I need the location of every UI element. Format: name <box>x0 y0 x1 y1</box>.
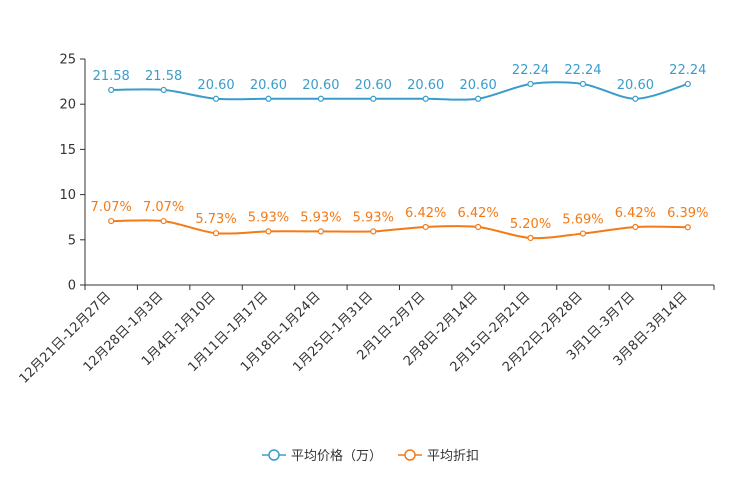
data-label: 5.20% <box>510 217 551 232</box>
data-point[interactable] <box>160 86 167 94</box>
legend-item-1[interactable]: 平均价格（万） <box>262 448 382 464</box>
data-point[interactable] <box>527 234 534 242</box>
data-label: 21.58 <box>145 69 182 84</box>
y-axis-ticks: 0 5 10 15 20 25 <box>59 53 85 294</box>
data-label: 20.60 <box>355 78 392 93</box>
data-label: 20.60 <box>617 78 654 93</box>
data-label: 20.60 <box>197 78 234 93</box>
series-layer: 21.58 21.58 20.60 20.60 20.60 20.60 20.60 20.60… <box>91 63 708 242</box>
legend-label: 平均折扣 <box>427 449 479 464</box>
legend[interactable]: 平均价格（万） 平均折扣 <box>262 448 479 464</box>
data-label: 20.60 <box>460 78 497 93</box>
data-point[interactable] <box>265 228 272 235</box>
data-point[interactable] <box>684 224 691 231</box>
data-label: 20.60 <box>407 78 444 93</box>
y-tick-label: 25 <box>59 53 76 68</box>
data-label: 5.69% <box>562 213 603 228</box>
data-point[interactable] <box>475 223 482 231</box>
data-point[interactable] <box>108 86 115 94</box>
data-point[interactable] <box>684 80 691 88</box>
data-point[interactable] <box>475 95 482 102</box>
data-label: 20.60 <box>302 78 339 93</box>
data-label: 5.93% <box>248 210 289 225</box>
data-point[interactable] <box>212 95 220 102</box>
data-label: 5.73% <box>195 212 236 227</box>
series-line <box>111 219 688 240</box>
legend-item-2[interactable]: 平均折扣 <box>398 449 479 464</box>
data-point[interactable] <box>422 223 429 231</box>
x-tick-label: 12月21日-12月27日 <box>17 289 114 386</box>
data-point[interactable] <box>632 223 639 231</box>
legend-marker-icon <box>268 449 280 461</box>
y-tick-label: 10 <box>59 188 76 203</box>
data-point[interactable] <box>527 80 534 88</box>
data-point[interactable] <box>212 230 220 237</box>
data-label: 5.93% <box>353 210 394 225</box>
data-point[interactable] <box>370 95 377 102</box>
data-label: 6.42% <box>457 206 498 221</box>
data-point[interactable] <box>317 228 324 235</box>
data-label: 22.24 <box>669 63 706 78</box>
y-tick-label: 5 <box>68 233 76 248</box>
data-point[interactable] <box>370 228 377 235</box>
legend-marker-icon <box>404 449 416 461</box>
data-label: 5.93% <box>300 210 341 225</box>
data-label: 21.58 <box>93 69 130 84</box>
data-point[interactable] <box>160 217 167 225</box>
y-tick-label: 0 <box>68 279 76 294</box>
series-line <box>111 81 689 101</box>
data-point[interactable] <box>317 95 324 102</box>
data-label: 20.60 <box>250 78 287 93</box>
data-point[interactable] <box>422 95 429 102</box>
data-point[interactable] <box>632 95 639 102</box>
series-1: 21.58 21.58 20.60 20.60 20.60 20.60 20.60 20.60… <box>93 63 706 102</box>
data-label: 6.39% <box>667 206 708 221</box>
data-label: 7.07% <box>91 200 132 215</box>
y-tick-label: 15 <box>59 143 76 158</box>
data-point[interactable] <box>265 95 272 102</box>
data-point[interactable] <box>579 230 587 237</box>
legend-label: 平均价格（万） <box>291 448 382 464</box>
data-label: 22.24 <box>564 63 601 78</box>
series-2: 7.07% 7.07% 5.73% 5.93% 5.93% 5.93% 6.42% 6.42%… <box>91 200 708 242</box>
data-label: 6.42% <box>405 206 446 221</box>
data-label: 7.07% <box>143 200 184 215</box>
data-label: 22.24 <box>512 63 549 78</box>
data-point[interactable] <box>579 80 587 88</box>
y-tick-label: 20 <box>59 98 76 113</box>
x-axis-ticks: 12月21日-12月27日12月28日-1月3日1月4日-1月10日1月11日-… <box>17 285 715 387</box>
data-point[interactable] <box>108 217 115 225</box>
data-label: 6.42% <box>615 206 656 221</box>
